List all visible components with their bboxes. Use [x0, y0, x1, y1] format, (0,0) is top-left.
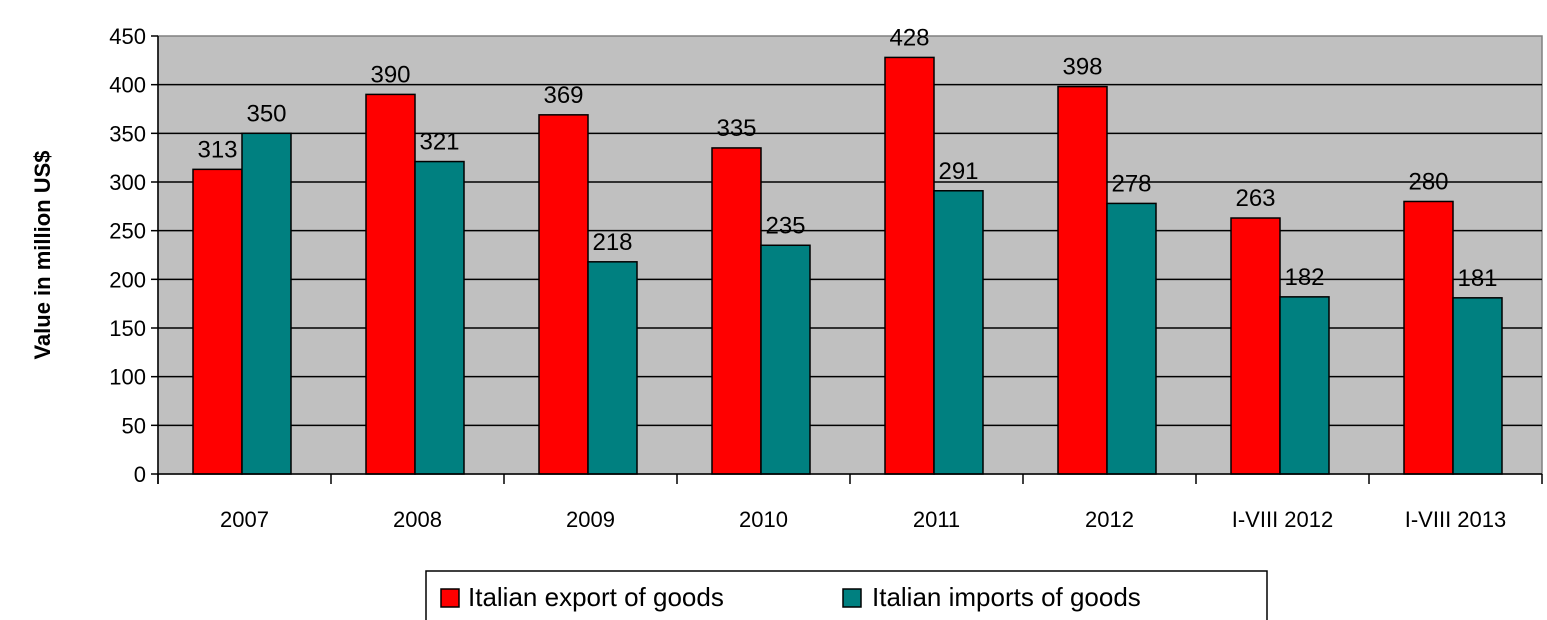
bar-imports — [933, 190, 984, 475]
y-tick-label: 450 — [109, 24, 146, 49]
x-tick-label: 2009 — [566, 507, 615, 532]
y-tick-label: 300 — [109, 170, 146, 195]
x-tick-label: I-VIII 2012 — [1232, 507, 1334, 532]
data-label-imports: 321 — [419, 129, 459, 156]
bar-imports — [1452, 297, 1503, 475]
data-label-imports: 218 — [592, 229, 632, 256]
legend-swatch-imports — [842, 588, 862, 608]
y-tick-label: 200 — [109, 267, 146, 292]
y-tick-label: 400 — [109, 73, 146, 98]
x-tick-label: I-VIII 2013 — [1405, 507, 1507, 532]
bar-export — [192, 168, 243, 475]
bars — [192, 56, 1503, 475]
legend: Italian export of goods Italian imports … — [425, 570, 1268, 620]
x-tick-label: 2007 — [220, 507, 269, 532]
bar-imports — [1279, 296, 1330, 475]
bar-imports — [1106, 202, 1157, 475]
legend-label-export: Italian export of goods — [468, 582, 724, 612]
y-axis-title: Value in million US$ — [30, 150, 55, 359]
x-tick-label: 2008 — [393, 507, 442, 532]
data-label-export: 398 — [1062, 54, 1102, 81]
data-label-imports: 291 — [938, 158, 978, 185]
bar-export — [538, 114, 589, 475]
bar-export — [1057, 85, 1108, 475]
data-label-imports: 182 — [1284, 264, 1324, 291]
data-label-export: 335 — [716, 115, 756, 142]
data-label-export: 263 — [1235, 185, 1275, 212]
data-labels: 313 350 390 321 369 218 335 235 428 291 398 278 263 1… — [197, 24, 1497, 291]
y-tick-label: 350 — [109, 121, 146, 146]
bar-export — [365, 93, 416, 475]
y-tick-label: 0 — [134, 462, 146, 487]
bar-imports — [587, 261, 638, 475]
x-tick-label: 2012 — [1085, 507, 1134, 532]
legend-label-imports: Italian imports of goods — [872, 582, 1141, 612]
y-tick-label: 100 — [109, 365, 146, 390]
x-tick-label: 2011 — [913, 507, 960, 532]
data-label-export: 390 — [370, 61, 410, 88]
y-tick-label: 250 — [109, 219, 146, 244]
bar-imports — [414, 160, 465, 475]
data-label-export: 428 — [889, 24, 929, 51]
data-label-imports: 350 — [246, 100, 286, 127]
data-label-imports: 181 — [1457, 265, 1497, 292]
legend-swatch-export — [440, 588, 460, 608]
bar-export — [1403, 200, 1454, 475]
data-label-export: 280 — [1408, 168, 1448, 195]
bar-export — [1230, 217, 1281, 475]
bar-export — [884, 56, 935, 475]
bar-imports — [760, 244, 811, 475]
y-tick-label: 50 — [122, 413, 146, 438]
bar-export — [711, 147, 762, 475]
data-label-imports: 235 — [765, 212, 805, 239]
data-label-export: 369 — [543, 82, 583, 109]
data-label-imports: 278 — [1111, 170, 1151, 197]
axes: 0 50 100 150 200 250 300 350 400 450 2007 2008 2009 2… — [109, 24, 1543, 532]
y-tick-label: 150 — [109, 316, 146, 341]
data-label-export: 313 — [197, 136, 237, 163]
bar-imports — [241, 132, 292, 475]
x-tick-label: 2010 — [739, 507, 788, 532]
